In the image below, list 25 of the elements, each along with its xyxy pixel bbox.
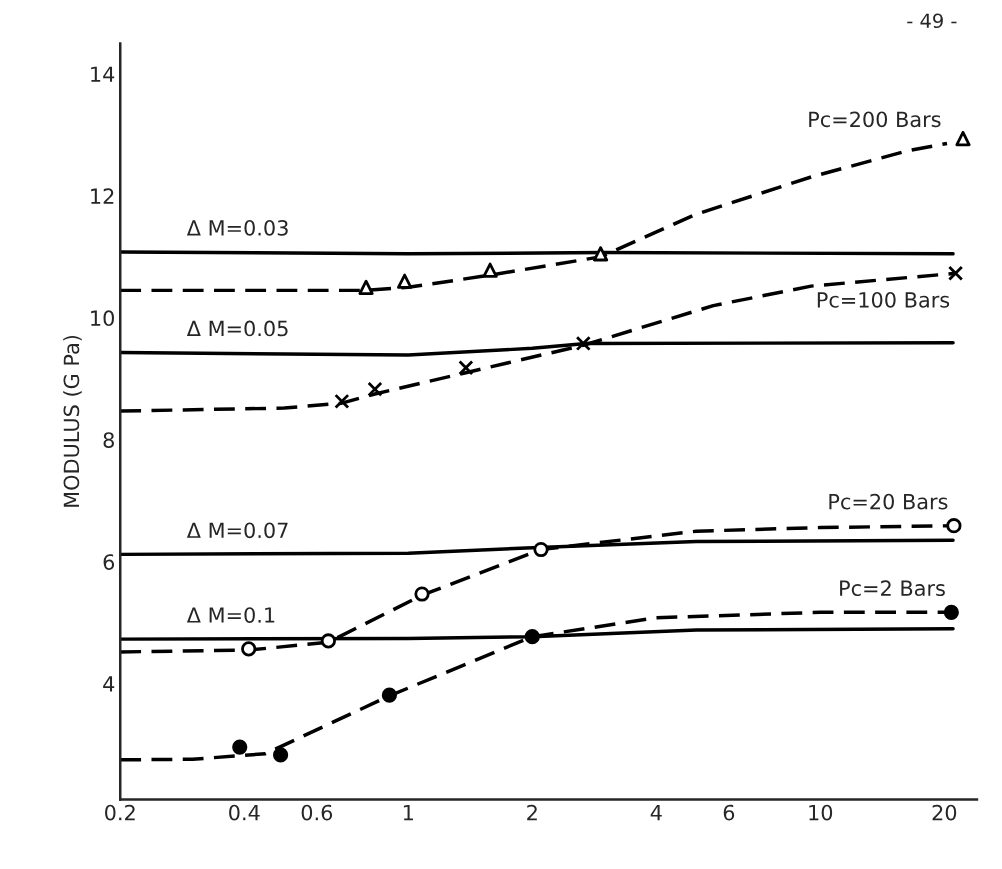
y-tick-label: 6 [103,554,115,570]
series-label: Δ M=0.05 [186,320,288,337]
x-tick-label: 20 [932,804,957,821]
y-tick-label: 8 [103,432,114,448]
x-tick-label: 2 [527,804,537,821]
x-tick-label: 6 [723,804,735,821]
series-label: Pc=2 Bars [840,580,945,597]
y-tick-label: 10 [91,310,114,327]
x-tick-label: 4 [650,804,662,821]
y-tick-label: 12 [91,188,114,204]
series-label: Pc=20 Bars [829,493,948,510]
series-label: Pc=100 Bars [817,291,950,308]
x-tick-label: 10 [809,804,833,821]
series-label: Δ M=0.03 [186,219,288,236]
y-tick-label: 4 [103,676,115,692]
series-label: Δ M=0.07 [186,522,288,539]
x-tick-label: 0.4 [229,804,260,821]
y-tick-label: 14 [91,66,115,82]
y-axis-title: MODULUS (G Pa) [63,335,82,507]
x-tick-label: 0.6 [301,804,333,821]
x-tick-label: 1 [403,804,413,821]
x-tick-label: 0.2 [105,804,135,821]
series-label: Δ M=0.1 [186,607,275,623]
series-label: Pc=200 Bars [809,111,941,128]
text: - 49 - [907,13,957,29]
